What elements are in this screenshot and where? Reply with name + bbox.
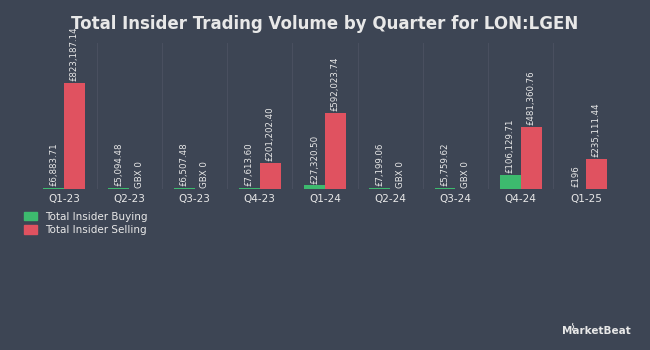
Text: £481,360.76: £481,360.76 bbox=[526, 71, 536, 125]
Bar bbox=[304, 185, 325, 189]
Bar bbox=[64, 83, 85, 189]
Text: GBX 0: GBX 0 bbox=[200, 161, 209, 188]
Text: £5,759.62: £5,759.62 bbox=[441, 143, 450, 186]
Text: £196: £196 bbox=[571, 165, 580, 187]
Bar bbox=[521, 127, 541, 189]
Bar bbox=[260, 163, 281, 189]
Bar bbox=[435, 188, 456, 189]
Text: £823,187.14: £823,187.14 bbox=[70, 27, 79, 81]
Text: £201,202.40: £201,202.40 bbox=[266, 107, 275, 161]
Text: ⌇: ⌇ bbox=[569, 323, 575, 336]
Text: £6,883.71: £6,883.71 bbox=[49, 142, 58, 186]
Legend: Total Insider Buying, Total Insider Selling: Total Insider Buying, Total Insider Sell… bbox=[20, 208, 152, 239]
Text: £7,199.06: £7,199.06 bbox=[375, 143, 384, 186]
Bar bbox=[325, 113, 346, 189]
Bar bbox=[369, 188, 390, 189]
Bar bbox=[43, 188, 64, 189]
Bar bbox=[586, 159, 607, 189]
Text: £7,613.60: £7,613.60 bbox=[245, 142, 254, 186]
Text: GBX 0: GBX 0 bbox=[462, 161, 471, 188]
Text: £27,320.50: £27,320.50 bbox=[310, 134, 319, 183]
Bar bbox=[500, 175, 521, 189]
Text: £5,094.48: £5,094.48 bbox=[114, 143, 124, 187]
Text: £592,023.74: £592,023.74 bbox=[331, 56, 340, 111]
Title: Total Insider Trading Volume by Quarter for LON:LGEN: Total Insider Trading Volume by Quarter … bbox=[72, 15, 578, 33]
Text: £235,111.44: £235,111.44 bbox=[592, 102, 601, 157]
Text: GBX 0: GBX 0 bbox=[396, 161, 405, 188]
Bar bbox=[239, 188, 260, 189]
Text: MarketBeat: MarketBeat bbox=[562, 326, 630, 336]
Bar bbox=[109, 188, 129, 189]
Text: GBX 0: GBX 0 bbox=[135, 161, 144, 188]
Text: £106,129.71: £106,129.71 bbox=[506, 119, 515, 173]
Text: £6,507.48: £6,507.48 bbox=[179, 142, 188, 186]
Bar bbox=[174, 188, 194, 189]
